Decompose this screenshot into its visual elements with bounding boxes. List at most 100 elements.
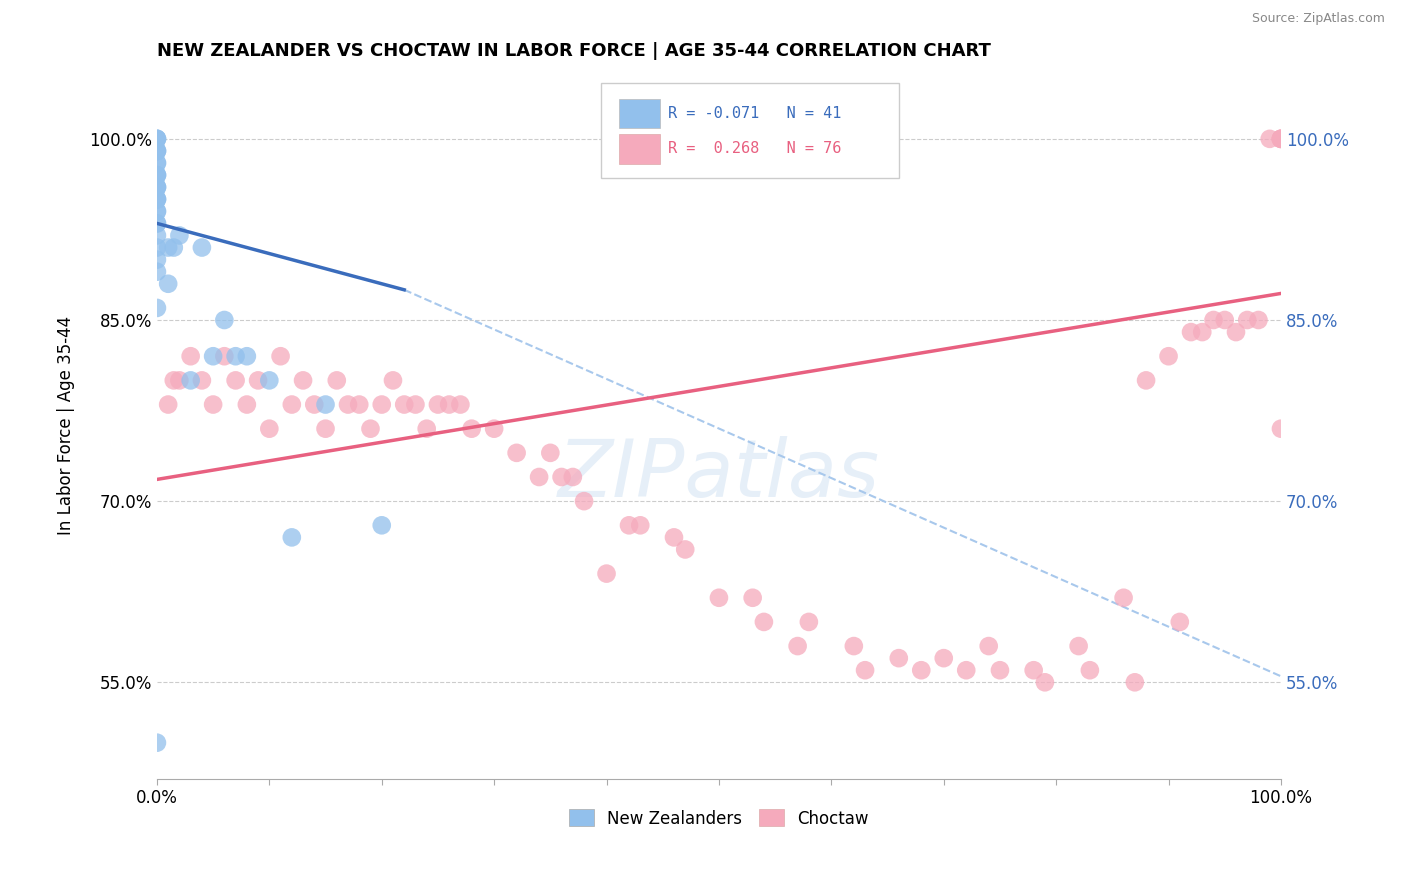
- Point: [628, 518, 651, 533]
- Point: [202, 349, 225, 363]
- Point: [146, 228, 169, 243]
- Point: [371, 398, 394, 412]
- Point: [910, 663, 932, 677]
- Point: [550, 470, 572, 484]
- Point: [146, 132, 169, 146]
- Point: [741, 591, 763, 605]
- Point: [360, 422, 382, 436]
- Text: R =  0.268   N = 76: R = 0.268 N = 76: [668, 141, 842, 156]
- Point: [1270, 132, 1292, 146]
- Point: [1270, 132, 1292, 146]
- Point: [1225, 325, 1247, 339]
- Point: [1213, 313, 1236, 327]
- Point: [146, 265, 169, 279]
- Point: [707, 591, 730, 605]
- Point: [146, 204, 169, 219]
- Point: [1123, 675, 1146, 690]
- Point: [527, 470, 550, 484]
- Point: [180, 349, 202, 363]
- Point: [1033, 675, 1056, 690]
- Point: [146, 180, 169, 194]
- Point: [146, 192, 169, 206]
- Point: [236, 349, 259, 363]
- Point: [662, 530, 685, 544]
- Point: [146, 144, 169, 158]
- Point: [146, 180, 169, 194]
- Point: [169, 228, 191, 243]
- Point: [1078, 663, 1101, 677]
- Point: [146, 168, 169, 182]
- Point: [146, 132, 169, 146]
- Point: [1202, 313, 1225, 327]
- Point: [752, 615, 775, 629]
- Point: [572, 494, 595, 508]
- Point: [349, 398, 371, 412]
- Point: [163, 373, 186, 387]
- Point: [853, 663, 876, 677]
- Point: [842, 639, 865, 653]
- Point: [437, 398, 460, 412]
- Point: [505, 446, 527, 460]
- Point: [146, 192, 169, 206]
- Point: [1191, 325, 1213, 339]
- Point: [236, 398, 259, 412]
- Point: [449, 398, 471, 412]
- Point: [1157, 349, 1180, 363]
- Point: [482, 422, 505, 436]
- Point: [157, 277, 180, 291]
- FancyBboxPatch shape: [619, 134, 661, 163]
- Point: [146, 144, 169, 158]
- Point: [404, 398, 426, 412]
- Point: [146, 241, 169, 255]
- Point: [146, 156, 169, 170]
- Point: [315, 398, 337, 412]
- Point: [281, 530, 304, 544]
- Point: [337, 398, 360, 412]
- Point: [786, 639, 808, 653]
- Point: [146, 132, 169, 146]
- Point: [146, 168, 169, 182]
- Point: [191, 373, 214, 387]
- Legend: New Zealanders, Choctaw: New Zealanders, Choctaw: [562, 803, 876, 834]
- Point: [595, 566, 617, 581]
- Point: [1112, 591, 1135, 605]
- Point: [292, 373, 315, 387]
- Point: [281, 398, 304, 412]
- FancyBboxPatch shape: [600, 83, 898, 178]
- Point: [191, 241, 214, 255]
- Point: [326, 373, 349, 387]
- Point: [460, 422, 482, 436]
- Point: [315, 422, 337, 436]
- Point: [371, 518, 394, 533]
- Point: [270, 349, 292, 363]
- Point: [1270, 422, 1292, 436]
- Point: [225, 373, 247, 387]
- Point: [214, 313, 236, 327]
- Point: [1247, 313, 1270, 327]
- Point: [797, 615, 820, 629]
- Point: [1270, 132, 1292, 146]
- Text: ZIPatlas: ZIPatlas: [558, 436, 880, 514]
- Point: [1135, 373, 1157, 387]
- Point: [988, 663, 1011, 677]
- Point: [157, 398, 180, 412]
- Point: [1067, 639, 1090, 653]
- Point: [146, 216, 169, 230]
- Point: [202, 398, 225, 412]
- Y-axis label: In Labor Force | Age 35-44: In Labor Force | Age 35-44: [58, 316, 75, 535]
- Point: [169, 373, 191, 387]
- Point: [426, 398, 449, 412]
- Point: [146, 736, 169, 750]
- Point: [1168, 615, 1191, 629]
- Point: [146, 168, 169, 182]
- Text: NEW ZEALANDER VS CHOCTAW IN LABOR FORCE | AGE 35-44 CORRELATION CHART: NEW ZEALANDER VS CHOCTAW IN LABOR FORCE …: [157, 42, 991, 60]
- Point: [259, 373, 281, 387]
- Point: [955, 663, 977, 677]
- Point: [146, 180, 169, 194]
- Point: [887, 651, 910, 665]
- Point: [259, 422, 281, 436]
- Point: [538, 446, 561, 460]
- Point: [146, 204, 169, 219]
- Point: [561, 470, 583, 484]
- Point: [1022, 663, 1045, 677]
